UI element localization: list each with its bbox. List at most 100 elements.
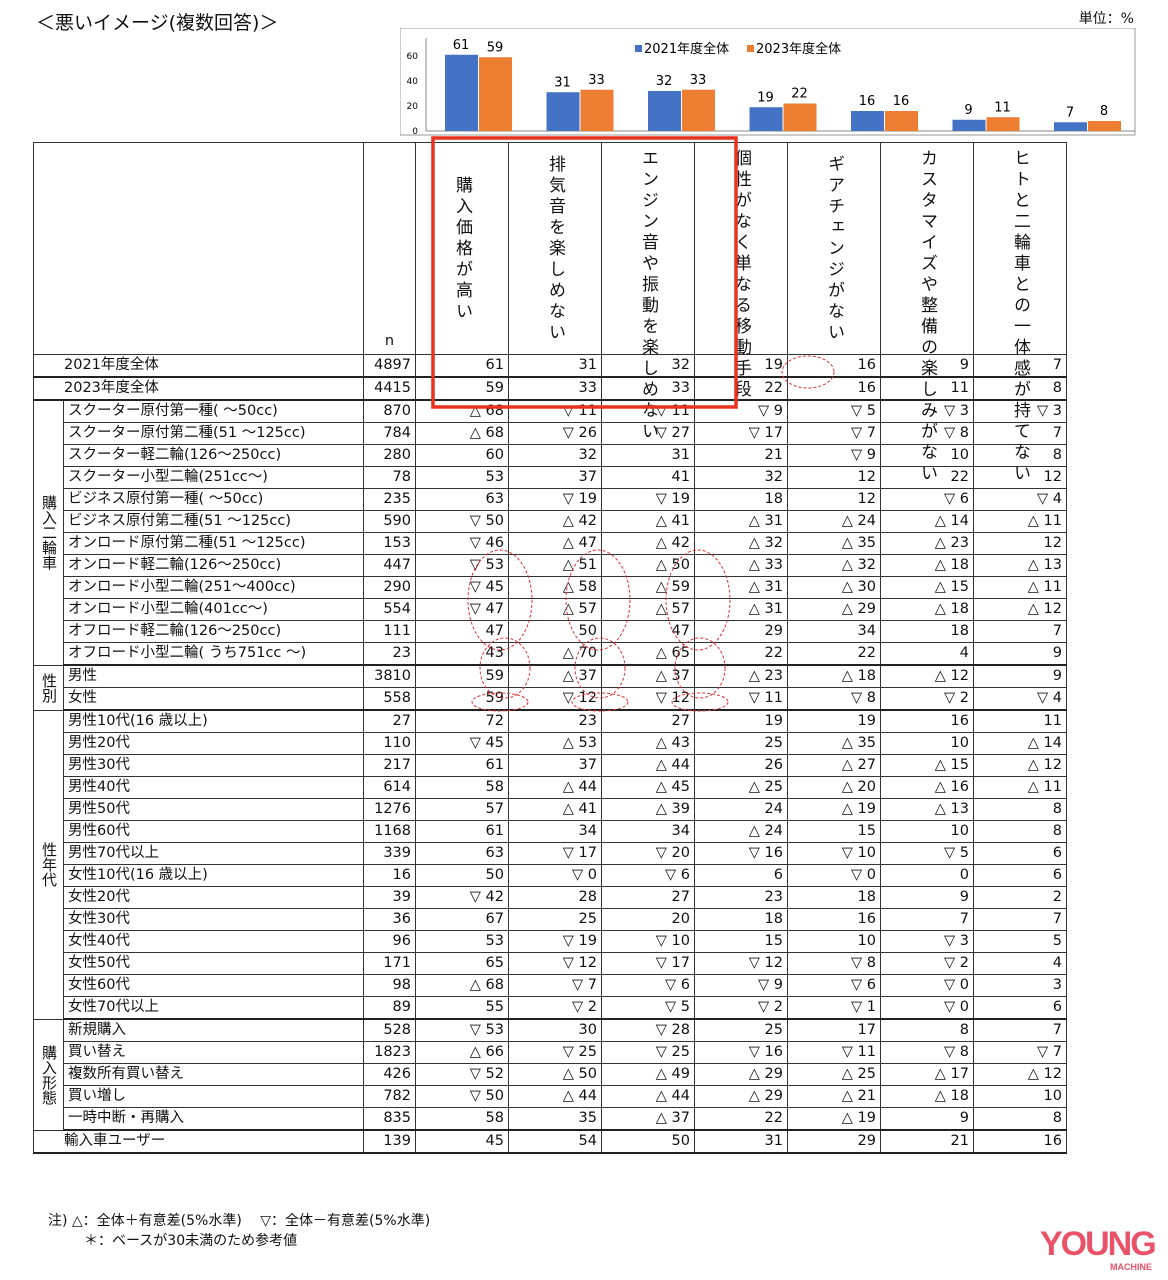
value-cell: 8	[973, 1107, 1067, 1131]
table-row: スクーター小型二輪(251cc～) 78 53 37 41 32 12 22 12	[34, 466, 1067, 489]
table-row: オフロード小型二輪( うち751cc ～) 23 43 △ 70 △ 65 22 22 4 9	[34, 642, 1067, 666]
value-cell: 8	[973, 798, 1067, 821]
column-header: カスタマイズや整備の楽しみがない	[880, 142, 974, 485]
value-cell: △ 49	[601, 1063, 695, 1086]
n-cell: 89	[363, 996, 416, 1020]
value-cell: 5	[973, 930, 1067, 953]
value-cell: 8	[973, 376, 1067, 401]
y-tick-label: 0	[412, 127, 418, 136]
value-cell: △ 31	[694, 510, 788, 533]
value-cell: 0	[880, 864, 974, 887]
value-cell: 58	[415, 1107, 509, 1131]
value-cell: ▽ 6	[601, 974, 695, 997]
table-row: 性年代 男性10代(16 歳以上) 27 72 23 27 19 19 16 11	[33, 709, 1067, 1020]
value-cell: △ 14	[880, 510, 974, 533]
value-cell: 8	[880, 1018, 974, 1042]
group-label: 性年代	[33, 709, 64, 1020]
legend-swatch	[747, 45, 754, 52]
value-cell: 63	[415, 842, 509, 865]
value-cell: △ 44	[601, 754, 695, 777]
n-cell: 153	[363, 532, 416, 555]
n-cell: 27	[363, 709, 416, 733]
value-cell: ▽ 9	[694, 974, 788, 997]
n-cell: 23	[363, 642, 416, 666]
column-header: 個性がなく単なる移動手段	[694, 142, 788, 401]
value-cell: 47	[601, 620, 695, 643]
bar-2021	[952, 119, 986, 131]
value-cell: 61	[415, 754, 509, 777]
data-label: 8	[1100, 104, 1108, 119]
bar-2021	[648, 91, 681, 131]
value-cell: △ 11	[973, 776, 1067, 799]
n-cell: 98	[363, 974, 416, 997]
n-cell: 447	[363, 554, 416, 577]
table-row: 女性30代 36 67 25 20 18 16 7 7	[34, 908, 1067, 931]
value-cell: △ 53	[508, 732, 602, 755]
young-machine-logo: YOUNG MACHINE	[1040, 1225, 1157, 1272]
value-cell: ▽ 25	[601, 1041, 695, 1064]
n-cell: 590	[363, 510, 416, 533]
bar-2021	[546, 92, 580, 131]
value-cell: ▽ 0	[880, 996, 974, 1020]
value-cell: △ 59	[601, 576, 695, 599]
value-cell: ▽ 45	[415, 732, 509, 755]
value-cell: ▽ 12	[694, 952, 788, 975]
value-cell: △ 33	[694, 554, 788, 577]
row-label: ビジネス原付第一種( ～50cc)	[63, 488, 364, 511]
value-cell: ▽ 1	[787, 996, 881, 1020]
bar-2023	[479, 57, 512, 131]
value-cell: ▽ 9	[787, 444, 881, 467]
row-label: スクーター原付第一種( ～50cc)	[63, 399, 364, 423]
value-cell: ▽ 2	[694, 996, 788, 1020]
row-label: 男性10代(16 歳以上)	[63, 709, 364, 733]
value-cell: 15	[787, 820, 881, 843]
chart-frame	[400, 28, 1136, 136]
value-cell: ▽ 19	[508, 930, 602, 953]
data-label: 22	[791, 87, 808, 102]
value-cell: 18	[694, 908, 788, 931]
row-label: 新規購入	[63, 1018, 364, 1042]
value-cell: 6	[973, 864, 1067, 887]
value-cell: 6	[694, 864, 788, 887]
value-cell: △ 68	[415, 422, 509, 445]
n-cell: 235	[363, 488, 416, 511]
value-cell: 7	[973, 354, 1067, 378]
value-cell: 23	[694, 886, 788, 909]
value-cell: ▽ 0	[787, 864, 881, 887]
value-cell: 27	[601, 886, 695, 909]
table-row: 男性30代 217 61 37 △ 44 26 △ 27 △ 15 △ 12	[34, 754, 1067, 777]
row-label: 女性	[63, 687, 364, 711]
value-cell: △ 21	[787, 1085, 881, 1108]
value-cell: 27	[601, 709, 695, 733]
value-cell: △ 24	[787, 510, 881, 533]
row-label: オンロード小型二輪(401cc～)	[63, 598, 364, 621]
note-base: ＊：ベースが30未満のため参考値	[84, 1233, 298, 1249]
value-cell: △ 37	[601, 1107, 695, 1131]
value-cell: 10	[880, 732, 974, 755]
value-cell: 59	[415, 376, 509, 401]
value-cell: △ 42	[601, 532, 695, 555]
value-cell: 31	[601, 444, 695, 467]
value-cell: 16	[973, 1129, 1067, 1154]
value-cell: ▽ 7	[787, 422, 881, 445]
value-cell: ▽ 8	[787, 687, 881, 711]
value-cell: ▽ 5	[880, 842, 974, 865]
row-label: オフロード小型二輪( うち751cc ～)	[63, 642, 364, 666]
value-cell: 53	[415, 930, 509, 953]
value-cell: 55	[415, 996, 509, 1020]
value-cell: △ 15	[880, 576, 974, 599]
value-cell: 34	[601, 820, 695, 843]
data-table: n 購入価格が高い 排気音を楽しめない エンジン音や振動を楽しめない 個性がなく単なる移…	[33, 142, 1067, 1154]
value-cell: 18	[880, 620, 974, 643]
value-cell: 25	[508, 908, 602, 931]
value-cell: ▽ 11	[787, 1041, 881, 1064]
group-label: 購入二輪車	[33, 399, 64, 666]
value-cell: 16	[880, 709, 974, 733]
value-cell: △ 18	[880, 1085, 974, 1108]
value-cell: ▽ 10	[601, 930, 695, 953]
value-cell: 4	[973, 952, 1067, 975]
value-cell: △ 70	[508, 642, 602, 666]
value-cell: ▽ 8	[787, 952, 881, 975]
